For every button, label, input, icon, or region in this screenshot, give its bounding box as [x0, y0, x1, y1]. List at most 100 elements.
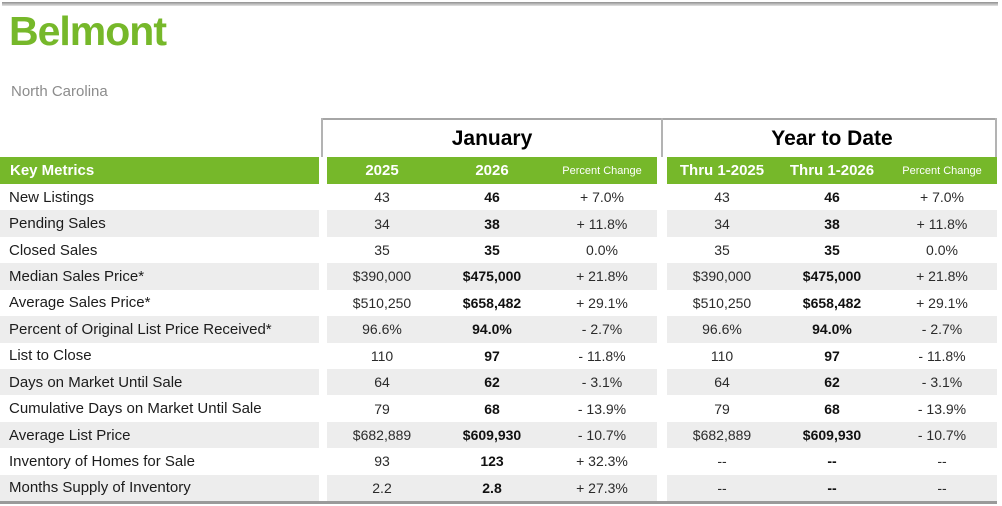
ytd-2026-cell: 97 — [777, 342, 887, 369]
column-gap — [657, 474, 667, 502]
jan-2025-cell: $390,000 — [327, 263, 437, 290]
jan-2025-cell: 2.2 — [327, 474, 437, 502]
jan-pct-cell: + 7.0% — [547, 184, 657, 211]
table-row: Percent of Original List Price Received*… — [0, 316, 997, 343]
jan-pct-cell: + 21.8% — [547, 263, 657, 290]
metric-label: Closed Sales — [0, 236, 319, 264]
ytd-pct-cell: -- — [887, 474, 997, 502]
metric-label: Percent of Original List Price Received* — [0, 316, 319, 343]
jan-2025-cell: 79 — [327, 395, 437, 422]
metric-label: Median Sales Price* — [0, 263, 319, 290]
jan-pct-cell: - 2.7% — [547, 316, 657, 343]
ytd-2025-cell: -- — [667, 448, 777, 475]
column-gap — [657, 236, 667, 264]
table-row: Average List Price $682,889 $609,930 - 1… — [0, 421, 997, 449]
page-subtitle: North Carolina — [11, 83, 108, 100]
jan-2025-cell: $510,250 — [327, 289, 437, 317]
page-title: Belmont — [9, 8, 167, 54]
column-gap — [319, 236, 327, 264]
ytd-2026-cell: $475,000 — [777, 263, 887, 290]
metric-label: Days on Market Until Sale — [0, 368, 319, 396]
table-row: Average Sales Price* $510,250 $658,482 +… — [0, 289, 997, 317]
column-gap — [319, 342, 327, 369]
ytd-2026-cell: 46 — [777, 184, 887, 211]
table-row: Days on Market Until Sale 64 62 - 3.1% 6… — [0, 368, 997, 396]
ytd-pct-cell: + 21.8% — [887, 263, 997, 290]
jan-pct-cell: - 13.9% — [547, 395, 657, 422]
table-row: Pending Sales 34 38 + 11.8% 34 38 + 11.8… — [0, 210, 997, 237]
column-gap — [319, 368, 327, 396]
ytd-2025-cell: $682,889 — [667, 421, 777, 449]
table-row: Closed Sales 35 35 0.0% 35 35 0.0% — [0, 236, 997, 264]
ytd-pct-cell: 0.0% — [887, 236, 997, 264]
key-metrics-header: Key Metrics — [0, 157, 319, 184]
column-gap — [657, 263, 667, 290]
column-gap — [319, 448, 327, 475]
jan-2025-cell: 96.6% — [327, 316, 437, 343]
column-gap — [657, 157, 667, 184]
ytd-2026-cell: -- — [777, 448, 887, 475]
ytd-2026-cell: $658,482 — [777, 289, 887, 317]
column-gap — [319, 289, 327, 317]
ytd-2025-cell: 79 — [667, 395, 777, 422]
jan-2025-cell: 35 — [327, 236, 437, 264]
jan-pct-cell: + 32.3% — [547, 448, 657, 475]
jan-2026-cell: 46 — [437, 184, 547, 211]
column-gap — [657, 316, 667, 343]
ytd-2025-cell: $510,250 — [667, 289, 777, 317]
metric-label: List to Close — [0, 342, 319, 369]
ytd-pct-cell: + 7.0% — [887, 184, 997, 211]
top-divider-rule — [2, 2, 998, 6]
jan-2025-cell: 110 — [327, 342, 437, 369]
ytd-2026-cell: -- — [777, 474, 887, 502]
ytd-pct-cell: -- — [887, 448, 997, 475]
ytd-2025-cell: 64 — [667, 368, 777, 396]
table-row: Cumulative Days on Market Until Sale 79 … — [0, 395, 997, 422]
column-gap — [657, 184, 667, 211]
jan-2025-cell: 43 — [327, 184, 437, 211]
column-gap — [319, 421, 327, 449]
ytd-2025-cell: 43 — [667, 184, 777, 211]
ytd-percent-change-header: Percent Change — [887, 157, 997, 184]
jan-2026-cell: 35 — [437, 236, 547, 264]
ytd-2026-cell: $609,930 — [777, 421, 887, 449]
ytd-2025-cell: 35 — [667, 236, 777, 264]
jan-pct-cell: + 11.8% — [547, 210, 657, 237]
ytd-2025-cell: -- — [667, 474, 777, 502]
ytd-pct-cell: + 11.8% — [887, 210, 997, 237]
ytd-group-header: Year to Date — [771, 126, 893, 150]
jan-2026-header: 2026 — [437, 157, 547, 184]
ytd-2026-header: Thru 1-2026 — [777, 157, 887, 184]
metric-label: Inventory of Homes for Sale — [0, 448, 319, 475]
jan-pct-cell: - 3.1% — [547, 368, 657, 396]
ytd-pct-cell: + 29.1% — [887, 289, 997, 317]
column-gap — [657, 289, 667, 317]
table-body: New Listings 43 46 + 7.0% 43 46 + 7.0% P… — [0, 184, 997, 502]
jan-pct-cell: + 27.3% — [547, 474, 657, 502]
jan-2026-cell: 62 — [437, 368, 547, 396]
ytd-2025-header: Thru 1-2025 — [667, 157, 777, 184]
column-gap — [319, 157, 327, 184]
column-gap — [319, 263, 327, 290]
ytd-pct-cell: - 13.9% — [887, 395, 997, 422]
column-gap — [657, 210, 667, 237]
jan-pct-cell: - 11.8% — [547, 342, 657, 369]
jan-2026-cell: 68 — [437, 395, 547, 422]
column-gap — [319, 184, 327, 211]
ytd-2026-cell: 68 — [777, 395, 887, 422]
column-gap — [657, 395, 667, 422]
table-row: Median Sales Price* $390,000 $475,000 + … — [0, 263, 997, 290]
table-top-border — [321, 118, 997, 120]
jan-pct-cell: + 29.1% — [547, 289, 657, 317]
jan-2025-cell: $682,889 — [327, 421, 437, 449]
ytd-2025-cell: 34 — [667, 210, 777, 237]
column-gap — [657, 342, 667, 369]
metric-label: Pending Sales — [0, 210, 319, 237]
ytd-2025-cell: 110 — [667, 342, 777, 369]
jan-2026-cell: $658,482 — [437, 289, 547, 317]
column-gap — [319, 316, 327, 343]
column-gap — [319, 210, 327, 237]
ytd-2025-cell: $390,000 — [667, 263, 777, 290]
ytd-2026-cell: 35 — [777, 236, 887, 264]
jan-percent-change-header: Percent Change — [547, 157, 657, 184]
